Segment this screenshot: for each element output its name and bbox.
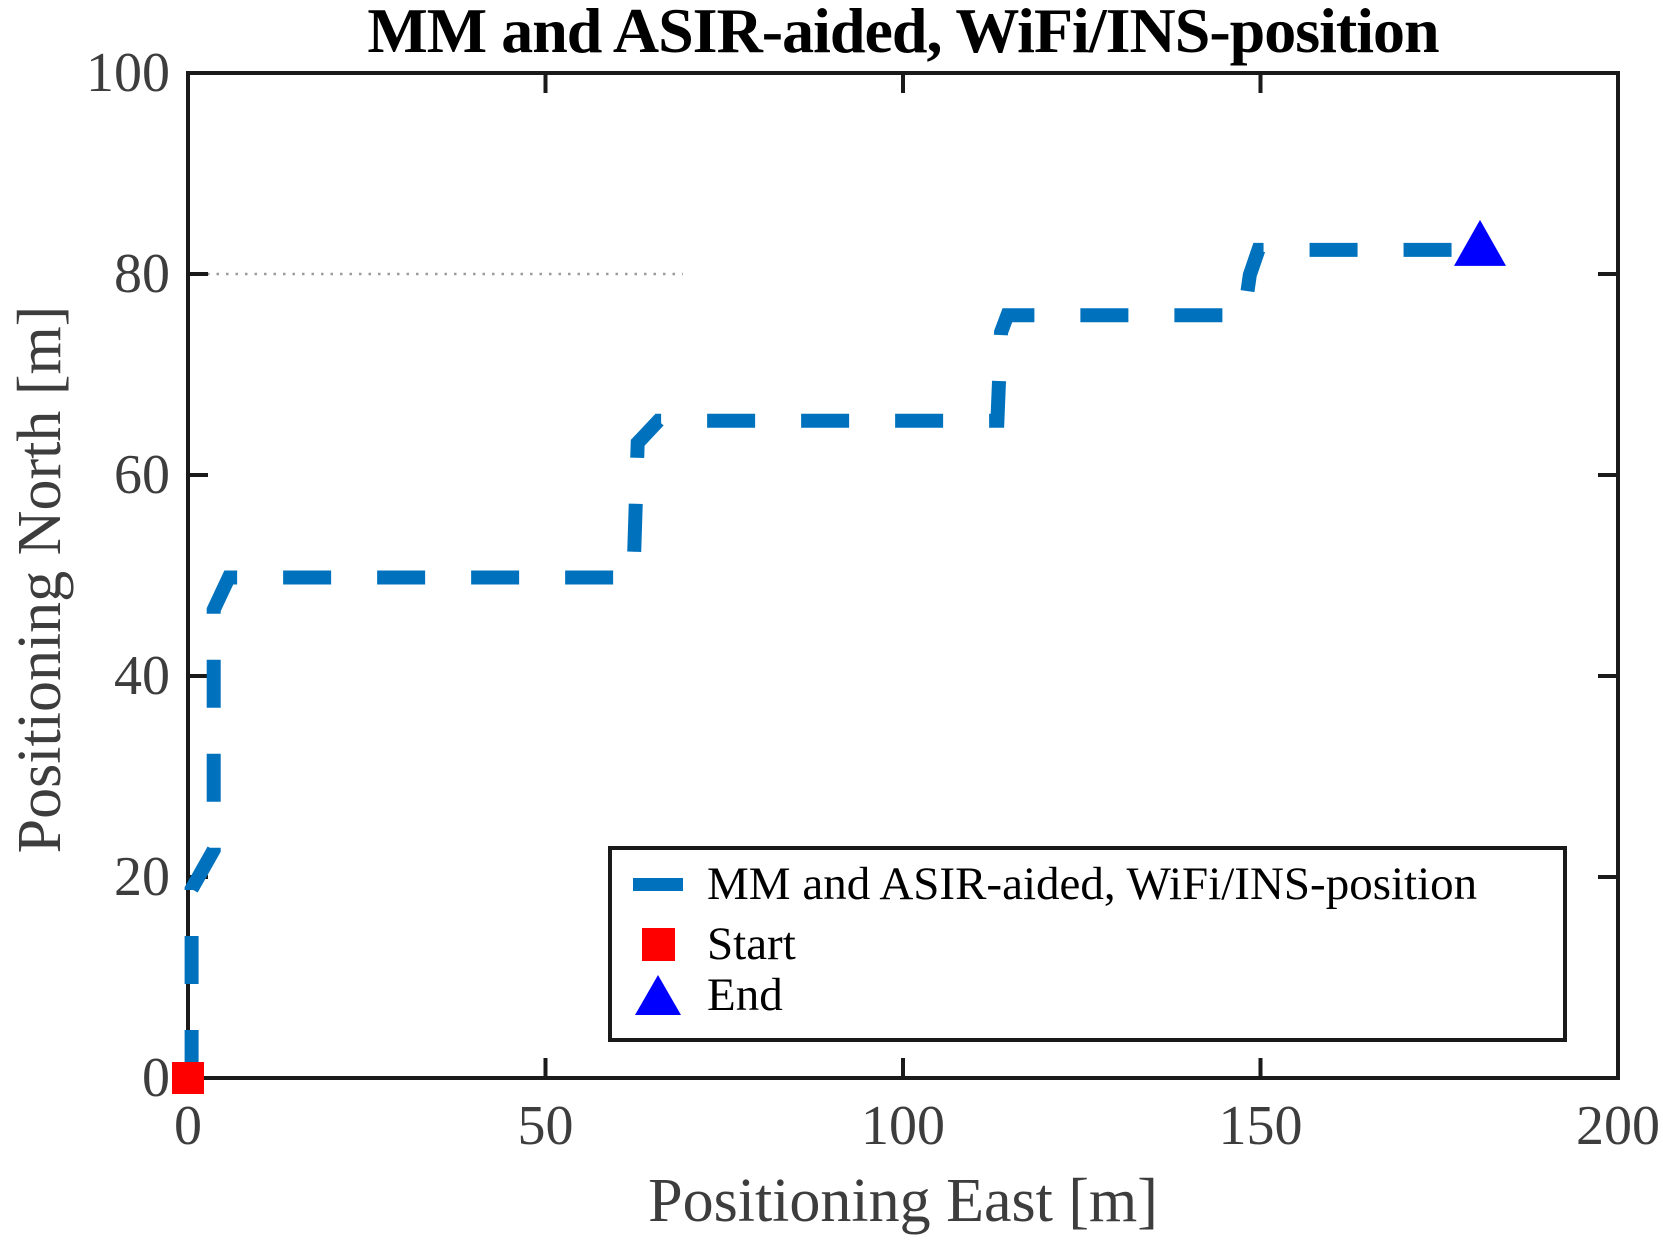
start-square-swatch-icon: [641, 927, 675, 961]
y-tick-label: 40: [114, 645, 170, 707]
y-tick-label: 100: [86, 42, 170, 104]
chart-title: MM and ASIR-aided, WiFi/INS-position: [367, 0, 1439, 66]
legend-row-start: Start: [612, 918, 1563, 970]
start-marker: [172, 1062, 204, 1094]
legend-row-end: End: [612, 969, 1563, 1021]
end-triangle-swatch-icon: [635, 975, 681, 1015]
x-tick-label: 100: [861, 1095, 945, 1157]
legend-label-start: Start: [707, 918, 796, 970]
y-tick-label: 20: [114, 846, 170, 908]
legend-label-trajectory: MM and ASIR-aided, WiFi/INS-position: [707, 858, 1478, 910]
x-axis-label: Positioning East [m]: [648, 1167, 1158, 1235]
y-tick-label: 80: [114, 243, 170, 305]
x-tick-label: 50: [517, 1095, 574, 1157]
trajectory-line: [184, 242, 1479, 1078]
y-tick-label: 60: [114, 444, 170, 506]
x-tick-label: 0: [174, 1095, 202, 1157]
legend-label-end: End: [707, 969, 783, 1021]
dashed-line-swatch-icon: [633, 877, 683, 891]
legend-row-trajectory: MM and ASIR-aided, WiFi/INS-position: [612, 858, 1563, 910]
end-marker: [1454, 219, 1507, 266]
y-tick-label: 0: [142, 1047, 170, 1109]
legend-swatch-cell: [612, 927, 704, 961]
legend-swatch-cell: [612, 877, 704, 891]
x-tick-label: 200: [1576, 1095, 1660, 1157]
legend: MM and ASIR-aided, WiFi/INS-position Sta…: [608, 846, 1567, 1042]
x-tick-label: 150: [1218, 1095, 1303, 1157]
legend-swatch-cell: [612, 975, 704, 1015]
